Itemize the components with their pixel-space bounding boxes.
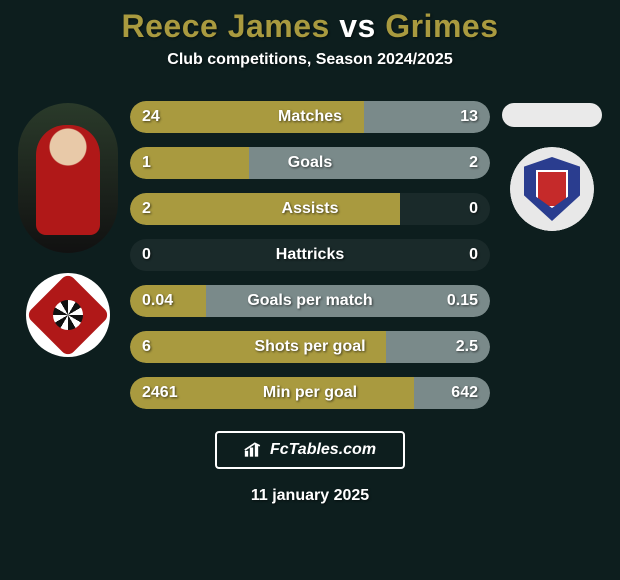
subtitle: Club competitions, Season 2024/2025 [167, 51, 452, 69]
stat-label: Assists [282, 200, 339, 218]
brand-text: FcTables.com [270, 441, 376, 459]
stat-row: 6 2.5 Shots per goal [130, 331, 490, 363]
stat-bar-right [249, 147, 490, 179]
stat-value-left: 0 [142, 246, 151, 264]
stat-value-left: 0.04 [142, 292, 173, 310]
title-player1: Reece James [122, 8, 330, 44]
stat-value-right: 2.5 [456, 338, 478, 356]
player1-avatar [18, 103, 118, 253]
player2-avatar [502, 103, 602, 127]
stat-label: Shots per goal [254, 338, 365, 356]
stat-value-right: 0 [469, 200, 478, 218]
stat-label: Goals per match [247, 292, 372, 310]
stat-row: 24 13 Matches [130, 101, 490, 133]
stat-bar-left [130, 193, 400, 225]
stat-value-left: 2461 [142, 384, 178, 402]
date-text: 11 january 2025 [251, 487, 369, 505]
right-side [498, 97, 606, 231]
stat-value-right: 642 [451, 384, 478, 402]
stat-value-right: 0 [469, 246, 478, 264]
page-title: Reece James vs Grimes [122, 8, 499, 45]
stat-value-right: 0.15 [447, 292, 478, 310]
stat-row: 0 0 Hattricks [130, 239, 490, 271]
stat-row: 0.04 0.15 Goals per match [130, 285, 490, 317]
stat-row: 2461 642 Min per goal [130, 377, 490, 409]
left-side [14, 97, 122, 357]
stat-value-right: 13 [460, 108, 478, 126]
brand-badge: FcTables.com [215, 431, 405, 469]
stats-table: 24 13 Matches 1 2 Goals 2 0 Assists 0 0 Hattricks 0.… [130, 97, 490, 409]
stat-value-left: 6 [142, 338, 151, 356]
stat-label: Hattricks [276, 246, 344, 264]
title-player2: Grimes [385, 8, 498, 44]
title-vs: vs [339, 8, 376, 44]
comparison-card: Reece James vs Grimes Club competitions,… [0, 0, 620, 580]
stat-row: 1 2 Goals [130, 147, 490, 179]
stat-value-left: 24 [142, 108, 160, 126]
main-layout: 24 13 Matches 1 2 Goals 2 0 Assists 0 0 Hattricks 0.… [0, 97, 620, 409]
player1-club-badge [26, 273, 110, 357]
stat-label: Matches [278, 108, 342, 126]
stat-value-left: 1 [142, 154, 151, 172]
stat-value-right: 2 [469, 154, 478, 172]
stat-label: Goals [288, 154, 332, 172]
brand-chart-icon [244, 442, 264, 458]
stat-value-left: 2 [142, 200, 151, 218]
player2-club-badge [510, 147, 594, 231]
stat-label: Min per goal [263, 384, 357, 402]
stat-row: 2 0 Assists [130, 193, 490, 225]
